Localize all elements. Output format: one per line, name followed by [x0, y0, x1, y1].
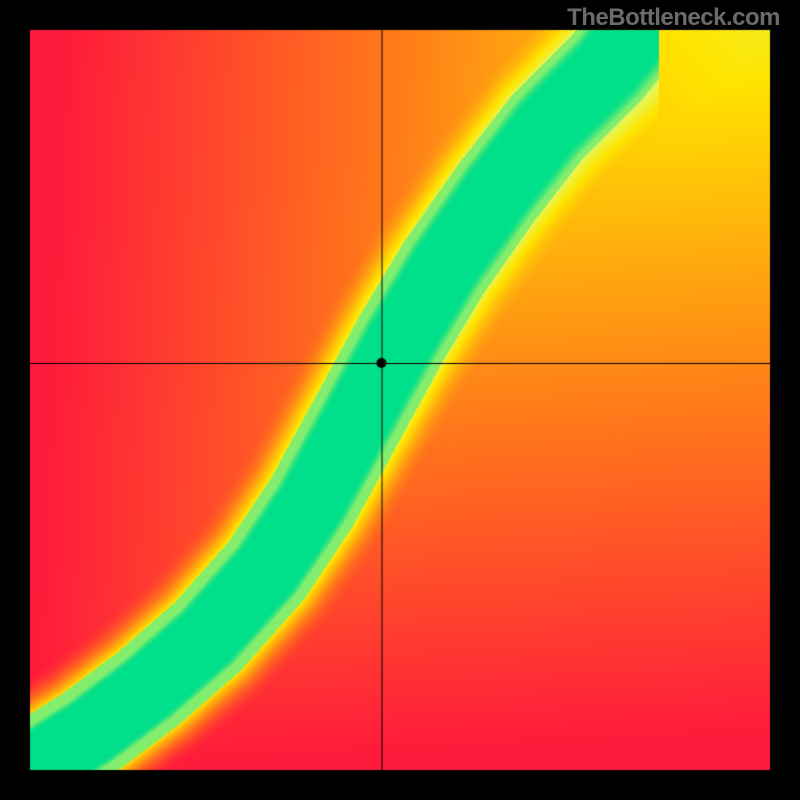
- chart-container: TheBottleneck.com: [0, 0, 800, 800]
- watermark-text: TheBottleneck.com: [567, 4, 780, 32]
- bottleneck-heatmap-canvas: [0, 0, 800, 800]
